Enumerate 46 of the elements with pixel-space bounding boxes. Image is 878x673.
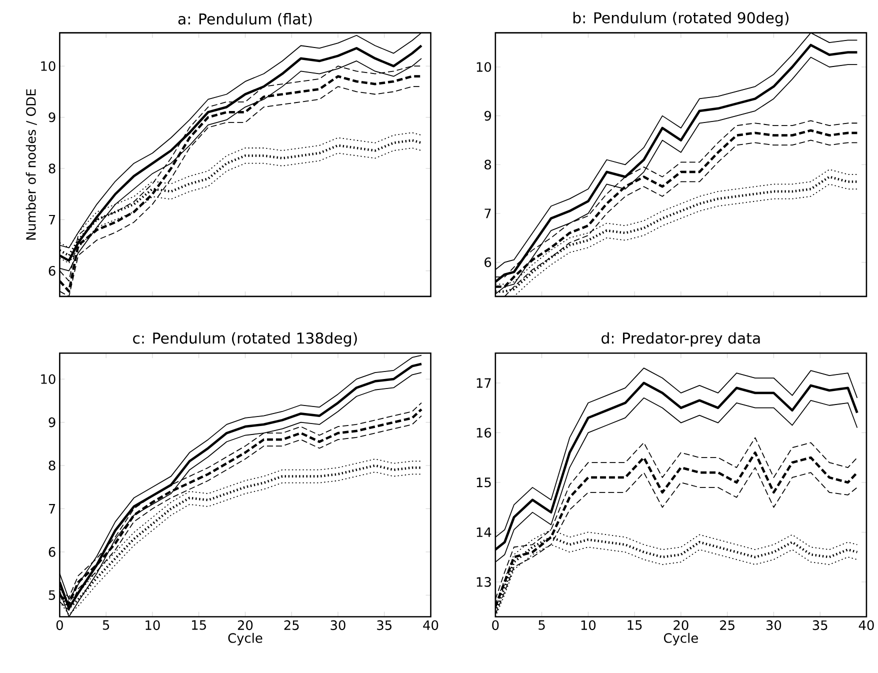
y-tick-label: 8 [48,460,56,470]
y-tick-label: 9 [484,110,491,120]
x-tick-label: 35 [377,620,392,630]
chart-title: b: Pendulum (rotated 90deg) [573,12,788,26]
x-axis-title: Cycle [228,632,262,646]
y-tick-label: 6 [484,257,492,267]
x-tick-label: 0 [56,620,63,630]
y-tick-label: 10 [41,60,56,71]
y-tick-label: 8 [484,160,492,170]
x-tick-label: 15 [192,620,206,630]
y-tick-label: 8 [48,163,56,174]
y-tick-label: 6 [48,546,56,557]
y-tick-label: 6 [48,266,56,276]
y-tick-label: 7 [49,214,56,224]
y-tick-label: 5 [48,590,56,600]
y-tick-label: 16 [476,428,492,438]
y-tick-label: 9 [48,112,56,122]
x-tick-label: 0 [492,620,499,630]
y-tick-label: 9 [48,417,56,427]
chart-title: a: Pendulum (flat) [178,12,312,26]
x-tick-label: 15 [628,620,642,630]
y-tick-label: 13 [476,576,491,587]
chart-title: c: Pendulum (rotated 138deg) [133,332,357,346]
x-axis-title: Cycle [664,632,698,646]
y-tick-label: 7 [49,504,56,514]
x-tick-label: 10 [581,620,596,630]
x-tick-label: 20 [674,620,688,630]
y-tick-label: 10 [476,62,492,72]
chart-title: d: Predator-prey data [602,332,760,346]
x-tick-label: 25 [720,620,734,630]
x-tick-label: 25 [284,620,299,630]
x-tick-label: 35 [812,620,828,630]
y-tick-label: 15 [476,477,491,488]
y-axis-title: Number of nodes / ODE [26,88,37,240]
y-tick-label: 17 [476,378,491,388]
y-tick-label: 10 [41,374,56,384]
x-tick-label: 30 [766,620,782,630]
x-tick-label: 30 [330,620,346,630]
x-tick-label: 5 [538,620,545,630]
x-tick-label: 20 [238,620,253,630]
y-tick-label: 14 [476,527,492,537]
x-tick-label: 40 [858,620,874,630]
x-tick-label: 40 [423,620,438,630]
y-tick-label: 7 [484,208,491,218]
x-tick-label: 5 [102,620,110,630]
x-tick-label: 10 [146,620,160,630]
